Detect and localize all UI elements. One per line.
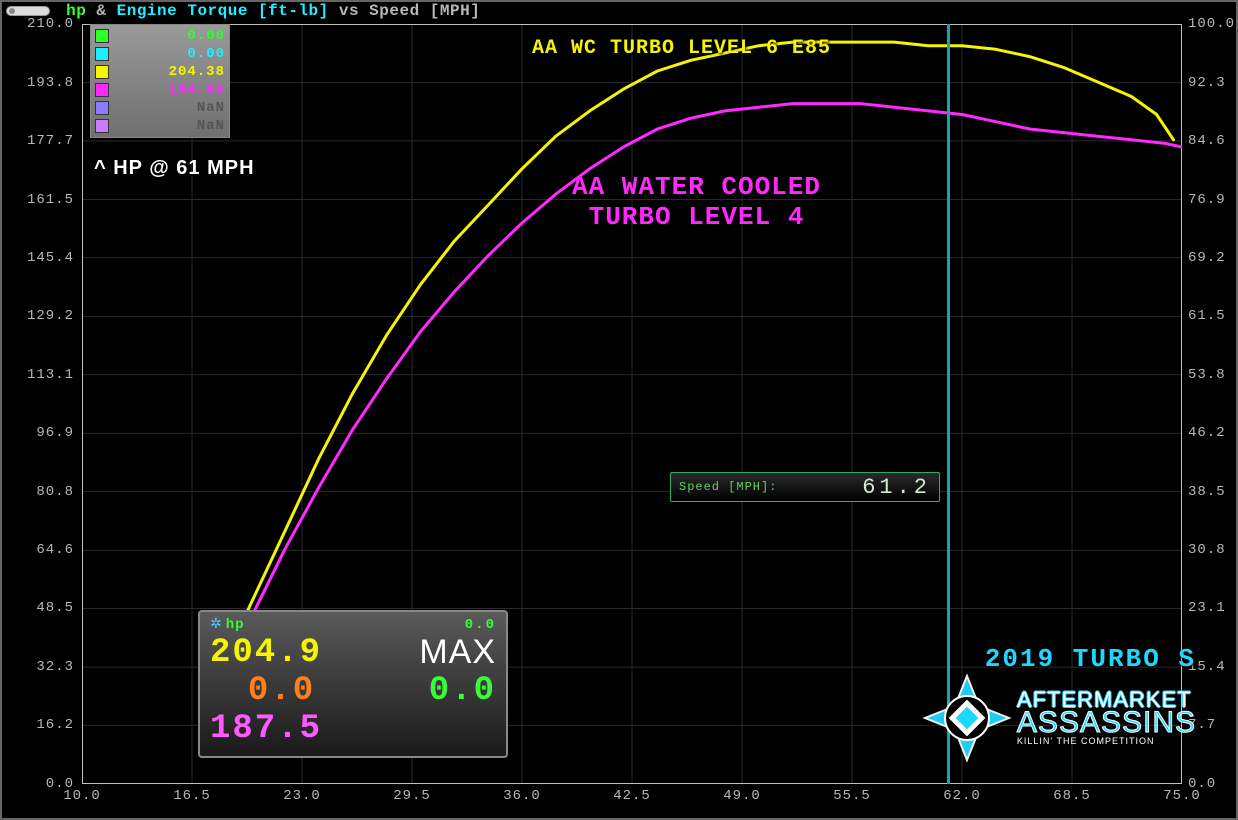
- x-tick: 68.5: [1053, 788, 1091, 804]
- hp-panel-title: hp: [226, 617, 245, 633]
- y-right-tick: 30.8: [1188, 542, 1238, 558]
- legend-value: NaN: [113, 117, 225, 135]
- legend-swatch: [95, 29, 109, 43]
- speed-badge: Speed [MPH]: 61.2: [670, 472, 940, 502]
- y-left-tick: 113.1: [14, 367, 74, 383]
- gear-icon[interactable]: ✲: [210, 616, 222, 633]
- legend-swatch: [95, 83, 109, 97]
- hp-panel-orange: 0.0: [210, 672, 353, 710]
- title-speed: Speed [MPH]: [369, 2, 480, 20]
- hp-panel-yellow: 204.9: [210, 634, 353, 672]
- x-tick: 75.0: [1163, 788, 1201, 804]
- y-left-tick: 48.5: [14, 600, 74, 616]
- y-right-tick: 61.5: [1188, 308, 1238, 324]
- speed-badge-label: Speed [MPH]:: [679, 480, 862, 494]
- x-tick: 16.5: [173, 788, 211, 804]
- hp-readout-panel[interactable]: ✲ hp 0.0 204.9 MAX 0.0 0.0 187.5: [198, 610, 508, 758]
- y-right-tick: 46.2: [1188, 425, 1238, 441]
- y-left-tick: 161.5: [14, 192, 74, 208]
- y-right-tick: 76.9: [1188, 192, 1238, 208]
- legend-row: NaN: [95, 117, 225, 135]
- chart-frame: hp & Engine Torque [ft-lb] vs Speed [MPH…: [0, 0, 1238, 820]
- x-tick: 42.5: [613, 788, 651, 804]
- brand-line2: ASSASSINS: [1017, 710, 1196, 736]
- y-left-tick: 80.8: [14, 484, 74, 500]
- y-left-tick: 32.3: [14, 659, 74, 675]
- title-amp: &: [86, 2, 116, 20]
- legend-row: 184.66: [95, 81, 225, 99]
- branding-block: 2019 TURBO S AFTERMARKET ASSASSINS KILLI…: [736, 644, 1196, 768]
- hp-panel-green: 0.0: [353, 672, 496, 710]
- legend-box: 0.000.00204.38184.66NaNNaN: [90, 24, 230, 138]
- y-left-tick: 193.8: [14, 75, 74, 91]
- x-tick: 36.0: [503, 788, 541, 804]
- y-left-tick: 129.2: [14, 308, 74, 324]
- x-tick: 62.0: [943, 788, 981, 804]
- y-left-tick: 96.9: [14, 425, 74, 441]
- legend-swatch: [95, 101, 109, 115]
- legend-value: 184.66: [113, 81, 225, 99]
- hp-panel-magenta: 187.5: [210, 710, 353, 748]
- title-pill-icon: [6, 6, 50, 16]
- series-label-magenta: AA WATER COOLED TURBO LEVEL 4: [572, 172, 821, 232]
- y-right-tick: 100.0: [1188, 16, 1238, 32]
- legend-row: 0.00: [95, 45, 225, 63]
- legend-value: 204.38: [113, 63, 225, 81]
- legend-row: 204.38: [95, 63, 225, 81]
- hp-panel-max-label: MAX: [353, 633, 496, 672]
- x-tick: 55.5: [833, 788, 871, 804]
- title-torque: Engine Torque [ft-lb]: [117, 2, 329, 20]
- hp-panel-topright: 0.0: [245, 617, 496, 633]
- y-right-tick: 23.1: [1188, 600, 1238, 616]
- legend-swatch: [95, 119, 109, 133]
- x-tick: 10.0: [63, 788, 101, 804]
- brand-logo-icon: [917, 668, 1017, 768]
- series-label-magenta-l2: TURBO LEVEL 4: [572, 202, 821, 232]
- y-left-tick: 64.6: [14, 542, 74, 558]
- series-label-yellow: AA WC TURBO LEVEL 6 E85: [532, 37, 831, 60]
- legend-value: NaN: [113, 99, 225, 117]
- y-left-tick: 210.0: [14, 16, 74, 32]
- legend-row: 0.00: [95, 27, 225, 45]
- y-left-tick: 145.4: [14, 250, 74, 266]
- title-vs: vs: [329, 2, 369, 20]
- hp-at-cursor-note: ^ HP @ 61 MPH: [94, 157, 255, 180]
- y-left-tick: 16.2: [14, 717, 74, 733]
- y-right-tick: 53.8: [1188, 367, 1238, 383]
- legend-row: NaN: [95, 99, 225, 117]
- speed-badge-value: 61.2: [862, 475, 931, 500]
- y-right-tick: 84.6: [1188, 133, 1238, 149]
- legend-swatch: [95, 65, 109, 79]
- legend-value: 0.00: [113, 27, 225, 45]
- series-label-magenta-l1: AA WATER COOLED: [572, 172, 821, 202]
- y-left-tick: 177.7: [14, 133, 74, 149]
- x-tick: 29.5: [393, 788, 431, 804]
- x-tick: 49.0: [723, 788, 761, 804]
- legend-value: 0.00: [113, 45, 225, 63]
- y-right-tick: 69.2: [1188, 250, 1238, 266]
- x-tick: 23.0: [283, 788, 321, 804]
- chart-title: hp & Engine Torque [ft-lb] vs Speed [MPH…: [6, 2, 480, 20]
- y-right-tick: 92.3: [1188, 75, 1238, 91]
- y-right-tick: 38.5: [1188, 484, 1238, 500]
- legend-swatch: [95, 47, 109, 61]
